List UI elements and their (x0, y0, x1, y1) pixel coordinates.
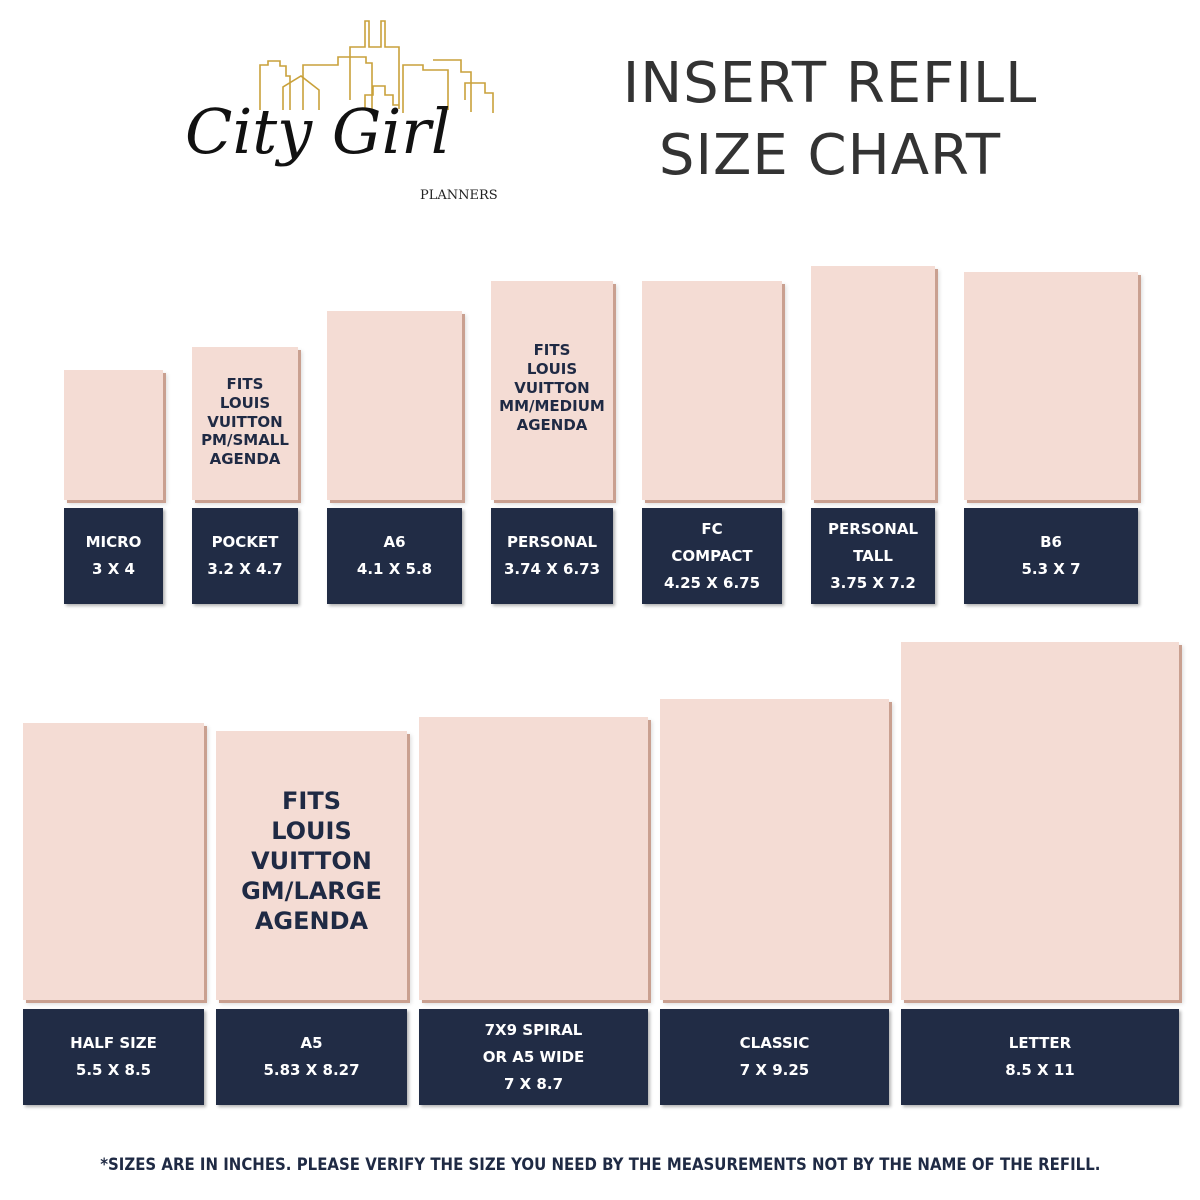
title-line-1: INSERT REFILL (622, 51, 1038, 116)
city-girl-planners-logo: City Girl PLANNERS (165, 15, 575, 205)
refill-paper-9 (419, 717, 648, 1000)
refill-paper-6 (964, 272, 1138, 500)
size-dimensions: 4.25 X 6.75 (663, 573, 761, 592)
size-dimensions: 3.2 X 4.7 (207, 560, 283, 578)
refill-paper-11 (901, 642, 1179, 1000)
refill-paper-7 (23, 723, 204, 1000)
refill-paper-5 (811, 266, 935, 500)
size-label: A5 5.83 X 8.27 (216, 1009, 407, 1105)
size-name: PERSONAL (506, 533, 598, 551)
size-label: POCKET 3.2 X 4.7 (192, 508, 298, 604)
refill-paper-10 (660, 699, 889, 1000)
size-dimensions: 5.5 X 8.5 (75, 1061, 152, 1079)
size-label: FC COMPACT 4.25 X 6.75 (642, 508, 782, 604)
size-name: FC COMPACT (671, 519, 753, 565)
size-name: LETTER (1008, 1034, 1072, 1052)
size-label: B6 5.3 X 7 (964, 508, 1138, 604)
logo-subtext: PLANNERS (420, 188, 498, 203)
fit-note: FITS LOUIS VUITTON MM/MEDIUM AGENDA (499, 341, 605, 434)
refill-paper-0 (64, 370, 163, 500)
refill-paper-4 (642, 281, 782, 500)
fit-note: FITS LOUIS VUITTON PM/SMALL AGENDA (201, 375, 289, 468)
size-name: A6 (383, 533, 406, 551)
size-dimensions: 3.74 X 6.73 (503, 560, 601, 578)
title-line-2: SIZE CHART (658, 123, 1002, 188)
size-label: CLASSIC 7 X 9.25 (660, 1009, 889, 1105)
size-dimensions: 3.75 X 7.2 (830, 573, 916, 592)
footnote-row: *SIZES ARE IN INCHES. PLEASE VERIFY THE … (0, 1155, 1200, 1175)
size-dimensions: 5.3 X 7 (1021, 560, 1081, 578)
size-dimensions: 3 X 4 (92, 560, 135, 578)
refill-paper-8: FITS LOUIS VUITTON GM/LARGE AGENDA (216, 731, 407, 1000)
refill-paper-1: FITS LOUIS VUITTON PM/SMALL AGENDA (192, 347, 298, 500)
size-name: 7X9 SPIRAL OR A5 WIDE (482, 1020, 585, 1066)
size-dimensions: 7 X 8.7 (503, 1074, 564, 1093)
refill-paper-3: FITS LOUIS VUITTON MM/MEDIUM AGENDA (491, 281, 613, 500)
size-name: PERSONAL TALL (827, 519, 919, 565)
size-label: A6 4.1 X 5.8 (327, 508, 462, 604)
refill-paper-2 (327, 311, 462, 500)
size-name: CLASSIC (739, 1034, 810, 1052)
size-dimensions: 4.1 X 5.8 (356, 560, 433, 578)
size-name: A5 (300, 1034, 323, 1052)
size-label: PERSONAL TALL 3.75 X 7.2 (811, 508, 935, 604)
fit-note: FITS LOUIS VUITTON GM/LARGE AGENDA (241, 787, 382, 935)
logo-text: City Girl (185, 95, 451, 168)
size-dimensions: 8.5 X 11 (1005, 1061, 1075, 1079)
size-label: 7X9 SPIRAL OR A5 WIDE 7 X 8.7 (419, 1009, 648, 1105)
size-dimensions: 7 X 9.25 (739, 1061, 810, 1079)
size-name: HALF SIZE (70, 1034, 157, 1052)
size-label: LETTER 8.5 X 11 (901, 1009, 1179, 1105)
footnote: *SIZES ARE IN INCHES. PLEASE VERIFY THE … (99, 1155, 1101, 1175)
size-name: MICRO (85, 533, 142, 551)
size-label: PERSONAL 3.74 X 6.73 (491, 508, 613, 604)
size-name: B6 (1040, 533, 1062, 551)
size-label: MICRO 3 X 4 (64, 508, 163, 604)
size-name: POCKET (211, 533, 279, 551)
skyline-graphic (259, 20, 494, 113)
size-dimensions: 5.83 X 8.27 (263, 1061, 360, 1079)
size-label: HALF SIZE 5.5 X 8.5 (23, 1009, 204, 1105)
page-title: INSERT REFILL SIZE CHART (570, 48, 1090, 192)
